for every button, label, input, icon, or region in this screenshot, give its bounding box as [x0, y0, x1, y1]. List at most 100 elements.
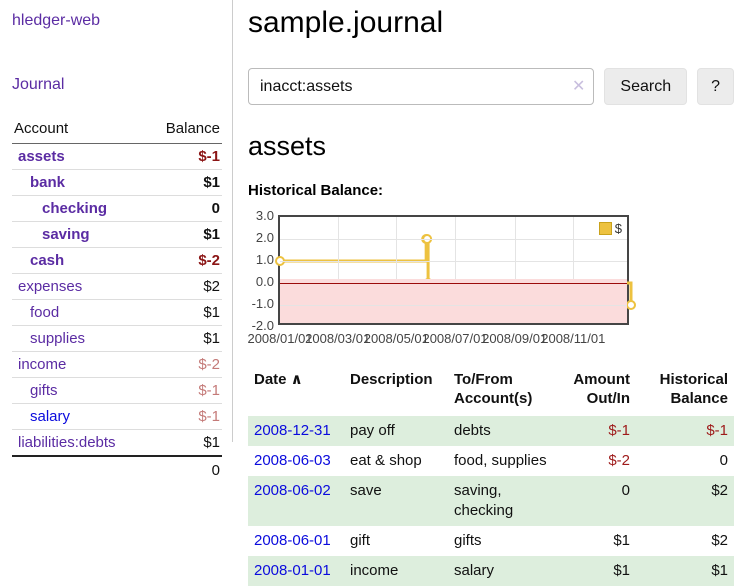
x-axis-tick: 2008/01/01 [247, 331, 313, 346]
transaction-description: income [350, 562, 399, 579]
sidebar-account-salary[interactable]: salary [30, 408, 71, 425]
help-button[interactable]: ? [697, 68, 734, 105]
sidebar-item-journal[interactable]: Journal [12, 76, 65, 93]
account-balance: $-1 [147, 377, 222, 404]
transaction-amount: $1 [613, 562, 630, 579]
page-title: sample.journal [248, 6, 444, 39]
data-point-marker [626, 300, 636, 310]
account-balance: $2 [147, 273, 222, 300]
transaction-amount: $-1 [608, 422, 630, 439]
app-title-link[interactable]: hledger-web [12, 12, 101, 29]
account-row: liabilities:debts $1 [12, 429, 222, 456]
register-col-to/from: To/From Account(s) [454, 371, 533, 407]
transaction-balance: $2 [711, 532, 728, 549]
sidebar-account-expenses[interactable]: expenses [18, 278, 83, 295]
register-col-description: Description [350, 371, 433, 388]
transaction-amount: $-2 [608, 452, 630, 469]
y-axis-tick: 2.0 [255, 230, 274, 245]
sidebar-account-cash[interactable]: cash [30, 252, 65, 269]
account-row: expenses $2 [12, 273, 222, 300]
gridline [396, 217, 398, 323]
register-row: 2008-12-31 pay off debts $-1 $-1 [248, 416, 734, 446]
search-form: ✕ Search ? [248, 68, 734, 105]
register-col-date[interactable]: Date ∧ [254, 371, 303, 388]
legend-swatch [598, 222, 612, 235]
gridline [573, 217, 575, 323]
account-row: income $-2 [12, 351, 222, 378]
transaction-description: eat & shop [350, 452, 422, 469]
sidebar-account-saving[interactable]: saving [42, 226, 90, 243]
x-axis-tick: 2008/07/01 [422, 331, 488, 346]
transaction-accounts: salary [454, 562, 495, 579]
transaction-date-link[interactable]: 2008-01-01 [254, 562, 331, 579]
account-row: cash $-2 [12, 247, 222, 274]
y-axis-tick: 1.0 [255, 252, 274, 267]
sidebar-account-supplies[interactable]: supplies [30, 330, 86, 347]
account-balance: $1 [147, 299, 222, 326]
chart-title: Historical Balance: [248, 182, 384, 199]
gridline [455, 217, 457, 323]
account-balance: $-2 [147, 247, 222, 274]
register-col-historical: Historical Balance [659, 371, 728, 407]
y-axis-tick: -1.0 [251, 296, 274, 311]
zero-line [280, 283, 627, 284]
accounts-total-row: 0 [12, 455, 222, 484]
account-balance: $-1 [198, 148, 220, 165]
account-row: checking 0 [12, 195, 222, 222]
transaction-balance: $1 [711, 562, 728, 579]
account-balance: $-1 [147, 403, 222, 430]
historical-balance-chart: $ 3.0 2.0 1.0 0.0 -1.0 -2.0 2008/01/01 2008/03/… [247, 208, 734, 352]
y-axis-tick: 0.0 [255, 274, 274, 289]
gridline [280, 305, 627, 306]
account-balance: 0 [147, 195, 222, 222]
transaction-date-link[interactable]: 2008-06-01 [254, 532, 331, 549]
register-table: Date ∧ Description To/From Account(s) Amoun… [248, 366, 734, 586]
register-row: 2008-06-03 eat & shop food, supplies $-2 0 [248, 446, 734, 476]
sidebar-account-checking[interactable]: checking [42, 200, 108, 217]
account-balance: $1 [147, 169, 222, 196]
transaction-balance: $2 [711, 482, 728, 499]
y-axis-tick: 3.0 [255, 208, 274, 223]
sidebar-account-income[interactable]: income [18, 356, 67, 373]
clear-search-icon[interactable]: ✕ [571, 78, 586, 95]
transaction-date-link[interactable]: 2008-06-03 [254, 452, 331, 469]
transaction-balance: $-1 [706, 422, 728, 439]
gridline [280, 239, 627, 240]
x-axis-tick: 2008/11/01 [541, 331, 606, 346]
sidebar-account-assets[interactable]: assets [18, 148, 65, 165]
account-row: assets $-1 [12, 144, 222, 170]
register-row: 2008-01-01 income salary $1 $1 [248, 556, 734, 586]
x-axis-tick: 2008/03/01 [305, 331, 371, 346]
transaction-accounts: saving, checking [454, 482, 514, 519]
transaction-date-link[interactable]: 2008-12-31 [254, 422, 331, 439]
accounts-col-balance: Balance [147, 116, 222, 144]
sort-ascending-icon[interactable]: ∧ [286, 371, 303, 388]
search-button[interactable]: Search [604, 68, 688, 105]
transaction-description: pay off [350, 422, 395, 439]
search-input[interactable] [248, 68, 595, 105]
account-row: salary $-1 [12, 403, 222, 430]
sidebar: hledger-web Journal Account Balance asse… [0, 0, 233, 484]
sidebar-account-gifts[interactable]: gifts [30, 382, 58, 399]
main-content: sample.journal ✕ Search ? assets Histori… [247, 0, 734, 586]
transaction-balance: 0 [719, 452, 728, 469]
account-balance: $1 [147, 325, 222, 352]
gridline [337, 217, 339, 323]
accounts-col-account: Account [12, 116, 148, 144]
sidebar-account-bank[interactable]: bank [30, 174, 66, 191]
gridline [280, 261, 627, 262]
account-balance: $1 [147, 429, 222, 456]
x-axis-tick: 2008/05/01 [363, 331, 429, 346]
register-row: 2008-06-02 save saving, checking 0 $2 [248, 476, 734, 526]
sidebar-account-food[interactable]: food [30, 304, 60, 321]
y-axis-tick: -2.0 [251, 318, 274, 333]
account-row: gifts $-1 [12, 377, 222, 404]
negative-region [280, 279, 627, 323]
transaction-date-link[interactable]: 2008-06-02 [254, 482, 331, 499]
transaction-accounts: gifts [454, 532, 482, 549]
gridline [514, 217, 516, 323]
transaction-amount: $1 [613, 532, 630, 549]
account-row: food $1 [12, 299, 222, 326]
transaction-accounts: food, supplies [454, 452, 547, 469]
sidebar-account-liabilities-debts[interactable]: liabilities:debts [18, 434, 116, 451]
